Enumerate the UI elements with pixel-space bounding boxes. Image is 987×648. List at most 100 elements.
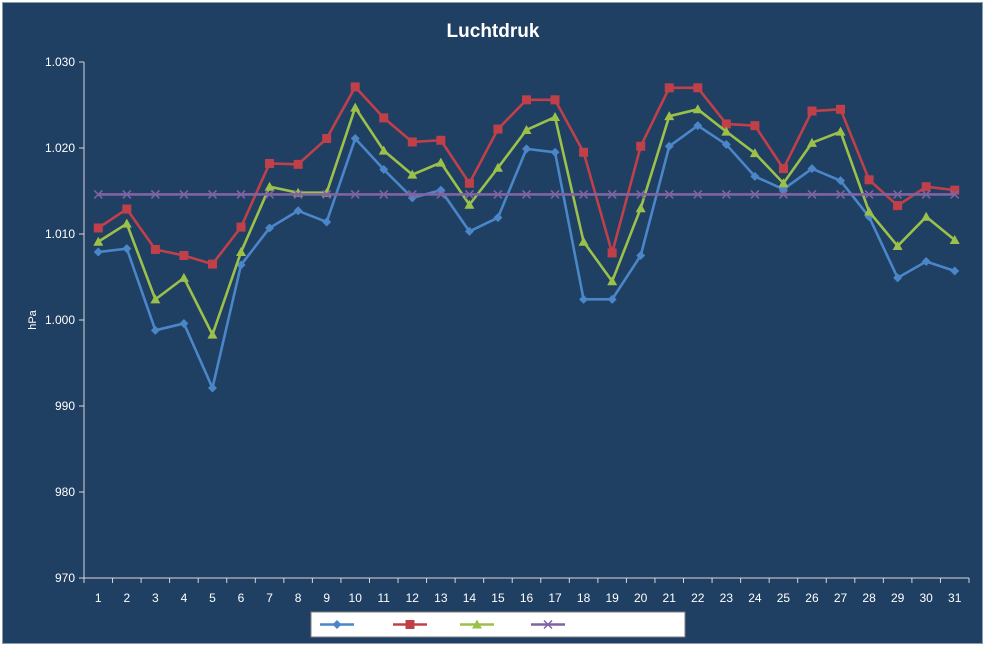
- data-point-min: [265, 223, 275, 233]
- data-point-max: [436, 135, 446, 145]
- data-point-min: [607, 294, 617, 304]
- data-point-max: [893, 201, 903, 211]
- data-point-maand-gemiddelde-stroke-b: [636, 189, 646, 199]
- data-point-maand-gemiddelde: [836, 189, 846, 199]
- y-tick-label: 1.030: [45, 55, 75, 69]
- data-point-max: [864, 175, 874, 185]
- data-point-max: [322, 134, 332, 144]
- data-point-min: [236, 260, 246, 270]
- data-point-min: [207, 383, 217, 393]
- data-point-maand-gemiddelde-stroke-b: [521, 189, 532, 199]
- data-point-max: [493, 124, 503, 134]
- data-point-min: [150, 325, 160, 335]
- data-point-min: [836, 176, 846, 186]
- data-point-maand-gemiddelde: [721, 189, 731, 199]
- data-point-gem: [749, 148, 760, 158]
- data-point-maand-gemiddelde: [950, 189, 960, 199]
- x-tick-label: 15: [491, 591, 505, 605]
- data-point-gem: [721, 126, 732, 136]
- data-point-max: [664, 83, 674, 93]
- data-point-min: [293, 206, 303, 216]
- data-point-max: [921, 182, 931, 192]
- data-point-maand-gemiddelde-stroke-b: [693, 189, 703, 199]
- data-point-min: [579, 294, 589, 304]
- data-point-max: [807, 106, 817, 116]
- legend-marker-min: [332, 620, 342, 629]
- x-tick-label: 1: [95, 591, 102, 605]
- x-tick-label: 29: [891, 591, 905, 605]
- x-tick-label: 25: [777, 591, 791, 605]
- data-point-maand-gemiddelde-stroke-b: [407, 189, 417, 199]
- data-point-maand-gemiddelde: [150, 189, 160, 199]
- data-point-maand-gemiddelde: [607, 189, 617, 199]
- data-point-max: [550, 95, 560, 105]
- series-line-min: [98, 124, 956, 390]
- data-point-gem: [607, 276, 618, 286]
- data-point-max: [693, 83, 703, 93]
- data-point-min: [179, 318, 189, 328]
- data-point-max: [579, 147, 589, 157]
- data-point-gem: [635, 203, 646, 213]
- data-point-maand-gemiddelde-stroke-b: [350, 189, 360, 199]
- data-point-max: [293, 159, 303, 169]
- data-point-gem: [150, 294, 161, 304]
- data-point-gem: [921, 211, 932, 221]
- data-point-min: [721, 140, 731, 150]
- data-point-maand-gemiddelde-stroke-b: [379, 189, 389, 199]
- data-point-gem: [264, 181, 275, 191]
- data-point-min: [921, 257, 931, 267]
- data-point-maand-gemiddelde-stroke-b: [150, 189, 160, 199]
- data-point-gem: [350, 102, 361, 112]
- data-point-gem: [778, 178, 789, 188]
- data-point-maand-gemiddelde-stroke-b: [778, 189, 788, 199]
- data-point-maand-gemiddelde: [693, 189, 703, 199]
- data-point-min: [493, 213, 503, 223]
- data-point-min: [379, 165, 389, 174]
- data-point-maand-gemiddelde-stroke-b: [893, 189, 903, 199]
- data-point-max: [265, 158, 275, 168]
- data-point-maand-gemiddelde: [407, 189, 417, 199]
- legend-label-gem: gem: [500, 620, 521, 632]
- data-point-maand-gemiddelde: [550, 189, 560, 199]
- data-point-maand-gemiddelde: [207, 189, 217, 199]
- legend: min max gem maand gemiddelde: [310, 611, 686, 638]
- x-tick-label: 21: [663, 591, 677, 605]
- data-point-maand-gemiddelde-stroke-b: [836, 189, 846, 199]
- data-point-gem: [835, 126, 846, 136]
- data-point-maand-gemiddelde-stroke-b: [607, 189, 617, 199]
- x-tick-label: 20: [634, 591, 648, 605]
- data-point-min: [350, 134, 360, 144]
- data-point-min: [93, 247, 103, 257]
- x-tick-label: 4: [181, 591, 188, 605]
- data-point-maand-gemiddelde-stroke-b: [179, 189, 189, 199]
- legend-label-min: min: [360, 620, 378, 632]
- x-tick-label: 26: [805, 591, 819, 605]
- x-tick-label: 14: [463, 591, 477, 605]
- data-point-maand-gemiddelde-stroke-b: [207, 189, 217, 199]
- data-point-min: [322, 217, 332, 227]
- x-tick-label: 8: [295, 591, 302, 605]
- data-point-maand-gemiddelde: [807, 189, 817, 199]
- data-point-maand-gemiddelde: [122, 189, 132, 199]
- data-point-max: [350, 82, 360, 92]
- x-tick-label: 24: [748, 591, 762, 605]
- data-point-maand-gemiddelde-stroke-b: [550, 189, 560, 199]
- data-point-gem: [93, 236, 104, 246]
- x-tick-label: 7: [266, 591, 273, 605]
- x-tick-label: 9: [323, 591, 330, 605]
- data-point-min: [522, 144, 531, 154]
- x-tick-label: 28: [862, 591, 876, 605]
- data-point-maand-gemiddelde: [579, 189, 589, 199]
- data-point-max: [379, 113, 389, 123]
- data-point-min: [122, 244, 132, 254]
- x-tick-label: 22: [691, 591, 705, 605]
- x-tick-label: 13: [434, 591, 448, 605]
- x-tick-label: 6: [238, 591, 245, 605]
- data-point-max: [522, 95, 531, 105]
- data-point-max: [122, 204, 132, 214]
- data-point-maand-gemiddelde-stroke-b: [265, 189, 275, 199]
- data-point-gem: [121, 218, 132, 228]
- data-point-max: [607, 248, 617, 258]
